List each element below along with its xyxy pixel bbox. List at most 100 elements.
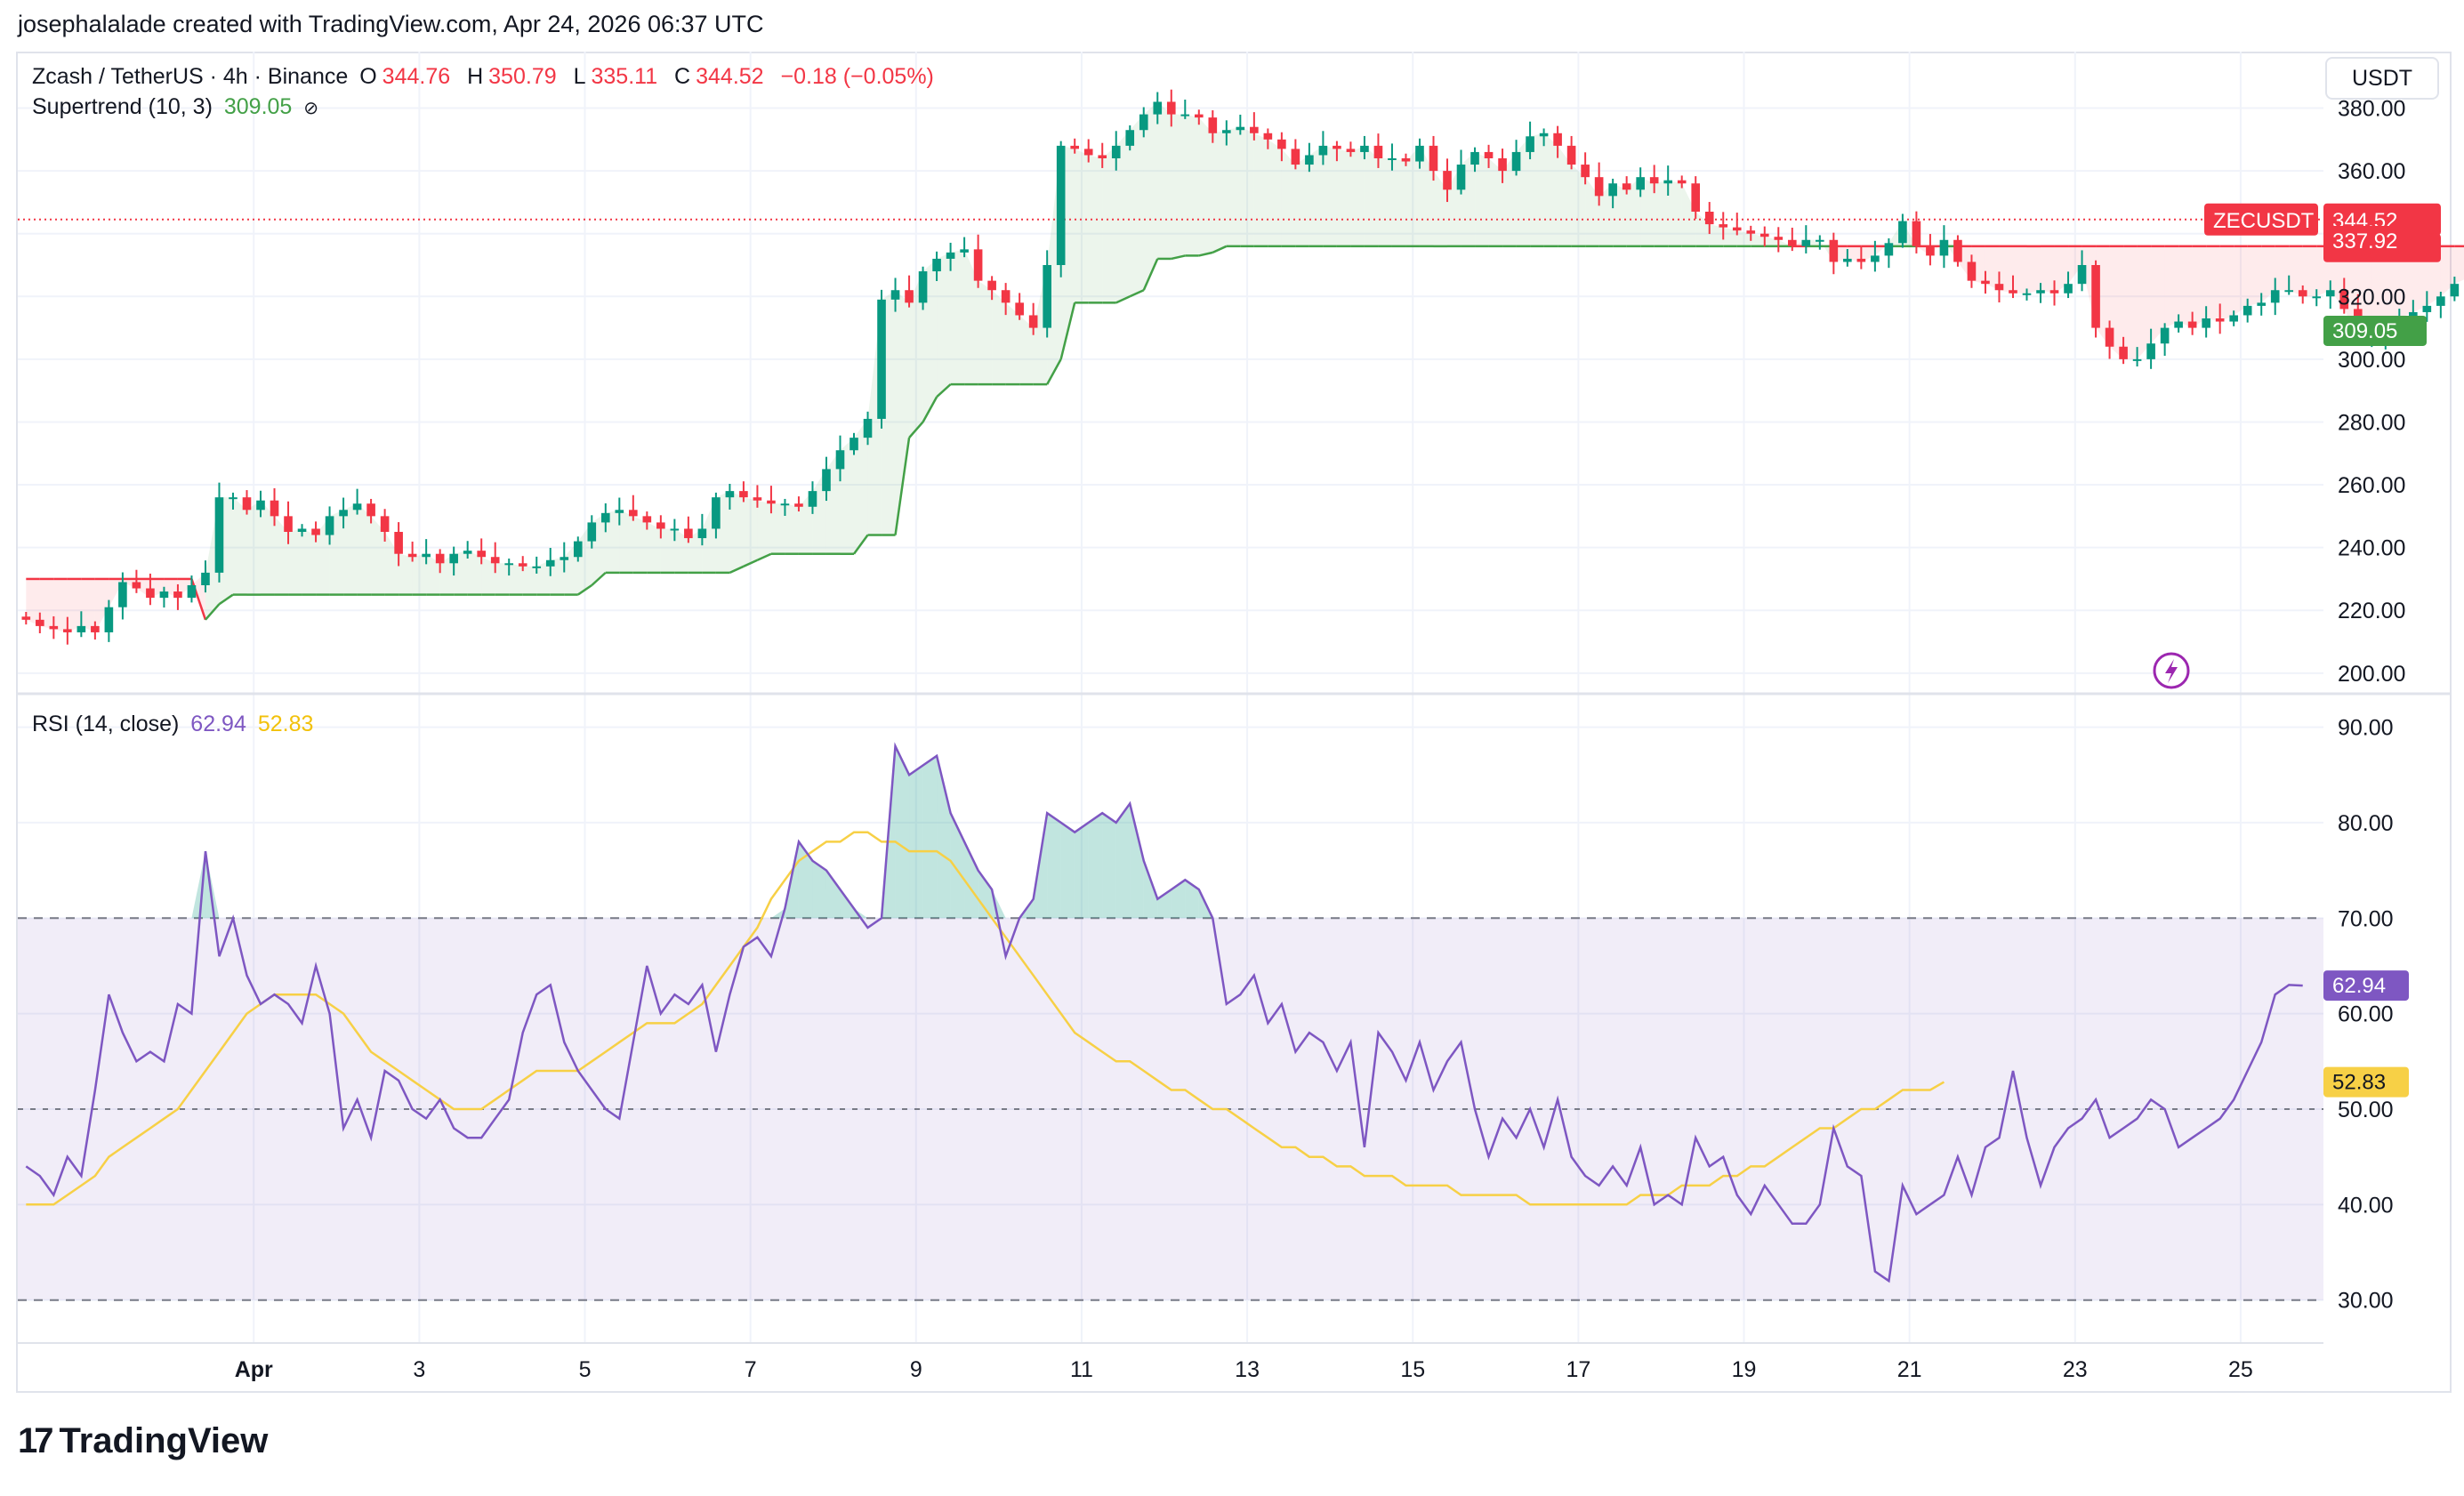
candle-body [1222,130,1231,133]
supertrend-fill [2412,245,2428,312]
candle [1056,141,1066,277]
candle [1429,135,1438,181]
supertrend-fill [302,528,317,595]
candle-body [1166,101,1176,115]
supertrend-fill [2371,245,2386,338]
candle-body [1208,117,1218,133]
supertrend-fill [854,418,868,554]
overbought-area [1102,813,1116,919]
candle-body [297,528,307,532]
candle-body [2422,305,2432,312]
candle [684,516,693,543]
candle-body [1663,180,1673,184]
currency-button[interactable]: USDT [2325,57,2439,100]
candle [1816,235,1824,250]
candle [1704,202,1714,235]
supertrend-fill [2454,245,2464,285]
supertrend-fill [412,553,427,595]
price-tick-label: 280.00 [2338,410,2405,435]
supertrend-fill [522,566,537,595]
supertrend-fill [232,497,247,595]
candle-body [463,551,472,554]
prev-price-tag-text: 337.92 [2332,229,2397,253]
candle-body [1291,149,1300,165]
candle-body [36,619,44,626]
candle-body [712,497,721,529]
candle [960,237,969,258]
candle [822,456,831,502]
time-tick-label: 25 [2228,1357,2253,1382]
candle [1843,249,1852,267]
candle [76,611,86,638]
candle-body [504,563,514,566]
candle [1028,302,1038,335]
supertrend-fill [1530,133,1544,246]
candle-body [532,566,542,568]
candle-body [656,522,665,529]
price-tick-label: 360.00 [2338,159,2405,184]
overbought-area [840,889,855,919]
candle-body [877,299,886,419]
supertrend-fill [1198,117,1213,256]
candle [587,515,597,549]
supertrend-fill [2068,245,2082,285]
candle-body [2284,290,2294,293]
candle-body [1884,243,1894,256]
candle-body [1994,284,2004,291]
candle-body [1719,224,1728,228]
supertrend-fill [399,553,413,595]
candle-body [2036,290,2045,294]
supertrend-fill [384,532,399,595]
supertrend-fill [1502,151,1517,246]
rsi-legend[interactable]: RSI (14, close) 62.94 52.83 [32,712,318,737]
chart-frame[interactable] [16,52,2452,1393]
candle-body [1967,261,1977,281]
candle-body [1125,130,1135,146]
candle [214,482,224,583]
overbought-area [1115,803,1131,919]
supertrend-fill [1640,177,1655,246]
candle [1070,138,1080,154]
candle-body [670,528,680,531]
candle-body [2160,327,2170,344]
symbol-title[interactable]: Zcash / TetherUS · 4h · Binance [32,64,349,89]
candle [1346,141,1356,157]
candle-body [2146,343,2155,359]
supertrend-line [205,603,221,621]
lightning-icon[interactable] [2153,652,2190,689]
time-tick-label: 21 [1897,1357,1922,1382]
supertrend-fill [1558,145,1572,246]
candle [1208,110,1218,143]
hidden-eye-icon[interactable]: ⊘ [303,99,319,118]
candle-body [1787,239,1797,246]
supertrend-fill [1143,101,1158,291]
overbought-area [964,841,978,919]
supertrend-fill [1268,139,1282,246]
supertrend-fill [605,510,620,573]
time-tick-label: 7 [745,1357,757,1382]
candle [850,432,858,455]
supertrend-fill [2192,245,2207,328]
supertrend-fill [1171,114,1186,259]
price-tick-label: 300.00 [2338,348,2405,373]
price-change: −0.18 (−0.05%) [780,64,934,89]
overbought-area [895,746,910,919]
candle [1926,234,1935,266]
supertrend-fill [1019,315,1034,385]
supertrend-legend[interactable]: Supertrend (10, 3) 309.05 ⊘ [32,94,324,120]
overbought-area [1047,813,1061,919]
rsi-label: RSI (14, close) [32,712,180,736]
candle [2436,292,2445,318]
candle-body [214,497,224,573]
supertrend-fill [909,271,923,438]
candle-body [1443,171,1452,190]
candle-body [725,491,735,498]
candle-body [2132,358,2142,361]
candle-body [2187,321,2197,328]
supertrend-line [729,565,745,575]
candle-body [256,500,265,511]
price-tick-label: 220.00 [2338,599,2405,623]
candle-body [1194,114,1204,118]
candle-body [905,290,914,303]
